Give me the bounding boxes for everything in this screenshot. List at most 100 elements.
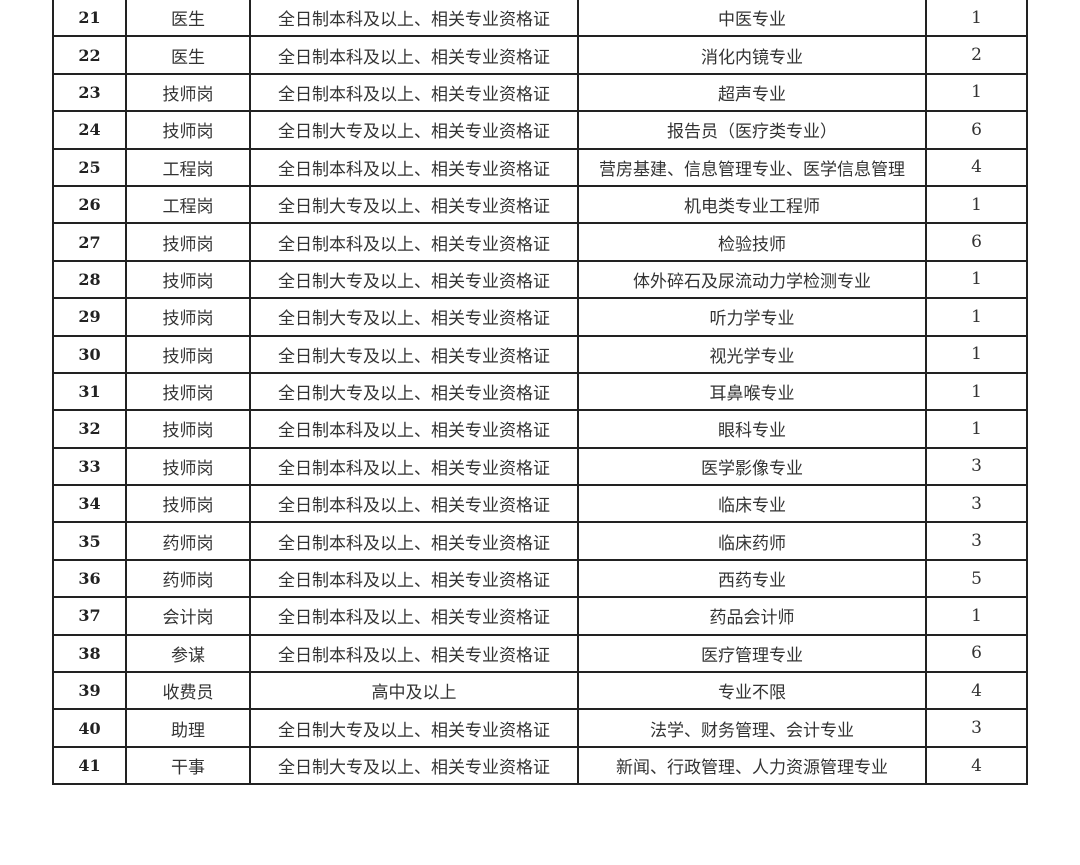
education-cell: 全日制本科及以上、相关专业资格证 (249, 409, 579, 449)
headcount-cell: 1 (925, 259, 1028, 300)
table-body: 21 医生 全日制本科及以上、相关专业资格证 中医专业 1 22 医生 全日制本科及以上、相关… (52, 0, 1028, 786)
position-cell: 技师岗 (125, 409, 251, 449)
headcount-cell: 6 (925, 633, 1028, 674)
table-row: 26 工程岗 全日制大专及以上、相关专业资格证 机电类专业工程师 1 (52, 184, 1028, 225)
position-cell: 医生 (125, 35, 251, 75)
row-number: 29 (52, 297, 127, 337)
headcount-cell: 6 (925, 222, 1028, 262)
education-cell: 全日制本科及以上、相关专业资格证 (249, 596, 579, 636)
headcount-cell: 3 (925, 484, 1028, 524)
major-cell: 耳鼻喉专业 (577, 371, 927, 412)
major-cell: 视光学专业 (577, 334, 927, 374)
position-cell: 工程岗 (125, 147, 251, 187)
education-cell: 全日制大专及以上、相关专业资格证 (249, 259, 579, 300)
table-row: 35 药师岗 全日制本科及以上、相关专业资格证 临床药师 3 (52, 521, 1028, 561)
position-cell: 药师岗 (125, 558, 251, 599)
major-cell: 听力学专业 (577, 297, 927, 337)
headcount-cell: 1 (925, 409, 1028, 449)
major-cell: 医学影像专业 (577, 446, 927, 487)
row-number: 27 (52, 222, 127, 262)
education-cell: 全日制大专及以上、相关专业资格证 (249, 334, 579, 374)
position-cell: 技师岗 (125, 110, 251, 150)
education-cell: 全日制大专及以上、相关专业资格证 (249, 297, 579, 337)
major-cell: 报告员（医疗类专业） (577, 110, 927, 150)
position-cell: 技师岗 (125, 334, 251, 374)
table-row: 39 收费员 高中及以上 专业不限 4 (52, 671, 1028, 711)
education-cell: 全日制大专及以上、相关专业资格证 (249, 371, 579, 412)
major-cell: 体外碎石及尿流动力学检测专业 (577, 259, 927, 300)
row-number: 25 (52, 147, 127, 187)
education-cell: 全日制大专及以上、相关专业资格证 (249, 708, 579, 748)
table-row: 34 技师岗 全日制本科及以上、相关专业资格证 临床专业 3 (52, 484, 1028, 524)
headcount-cell: 1 (925, 297, 1028, 337)
row-number: 38 (52, 633, 127, 674)
education-cell: 全日制本科及以上、相关专业资格证 (249, 0, 579, 38)
education-cell: 全日制本科及以上、相关专业资格证 (249, 484, 579, 524)
education-cell: 全日制本科及以上、相关专业资格证 (249, 633, 579, 674)
row-number: 33 (52, 446, 127, 487)
table-row: 23 技师岗 全日制本科及以上、相关专业资格证 超声专业 1 (52, 72, 1028, 113)
headcount-cell: 1 (925, 0, 1028, 38)
table-row: 36 药师岗 全日制本科及以上、相关专业资格证 西药专业 5 (52, 558, 1028, 599)
major-cell: 机电类专业工程师 (577, 184, 927, 225)
education-cell: 全日制本科及以上、相关专业资格证 (249, 72, 579, 113)
table-row: 25 工程岗 全日制本科及以上、相关专业资格证 营房基建、信息管理专业、医学信息管理 4 (52, 147, 1028, 187)
table-row: 40 助理 全日制大专及以上、相关专业资格证 法学、财务管理、会计专业 3 (52, 708, 1028, 748)
headcount-cell: 6 (925, 110, 1028, 150)
table-row: 24 技师岗 全日制大专及以上、相关专业资格证 报告员（医疗类专业） 6 (52, 110, 1028, 150)
major-cell: 中医专业 (577, 0, 927, 38)
major-cell: 检验技师 (577, 222, 927, 262)
position-cell: 参谋 (125, 633, 251, 674)
major-cell: 临床专业 (577, 484, 927, 524)
position-cell: 技师岗 (125, 259, 251, 300)
headcount-cell: 1 (925, 334, 1028, 374)
major-cell: 西药专业 (577, 558, 927, 599)
table-row: 37 会计岗 全日制本科及以上、相关专业资格证 药品会计师 1 (52, 596, 1028, 636)
headcount-cell: 1 (925, 371, 1028, 412)
row-number: 35 (52, 521, 127, 561)
major-cell: 法学、财务管理、会计专业 (577, 708, 927, 748)
row-number: 31 (52, 371, 127, 412)
table-row: 30 技师岗 全日制大专及以上、相关专业资格证 视光学专业 1 (52, 334, 1028, 374)
table-row: 29 技师岗 全日制大专及以上、相关专业资格证 听力学专业 1 (52, 297, 1028, 337)
headcount-cell: 3 (925, 521, 1028, 561)
table-row: 33 技师岗 全日制本科及以上、相关专业资格证 医学影像专业 3 (52, 446, 1028, 487)
row-number: 37 (52, 596, 127, 636)
headcount-cell: 3 (925, 708, 1028, 748)
education-cell: 高中及以上 (249, 671, 579, 711)
headcount-cell: 1 (925, 596, 1028, 636)
table-row: 21 医生 全日制本科及以上、相关专业资格证 中医专业 1 (52, 0, 1028, 38)
row-number: 24 (52, 110, 127, 150)
row-number: 34 (52, 484, 127, 524)
major-cell: 医疗管理专业 (577, 633, 927, 674)
row-number: 23 (52, 72, 127, 113)
table-row: 38 参谋 全日制本科及以上、相关专业资格证 医疗管理专业 6 (52, 633, 1028, 674)
position-cell: 技师岗 (125, 222, 251, 262)
major-cell: 药品会计师 (577, 596, 927, 636)
table-row: 22 医生 全日制本科及以上、相关专业资格证 消化内镜专业 2 (52, 35, 1028, 75)
education-cell: 全日制本科及以上、相关专业资格证 (249, 558, 579, 599)
education-cell: 全日制大专及以上、相关专业资格证 (249, 184, 579, 225)
education-cell: 全日制大专及以上、相关专业资格证 (249, 745, 579, 786)
position-cell: 助理 (125, 708, 251, 748)
headcount-cell: 1 (925, 72, 1028, 113)
major-cell: 临床药师 (577, 521, 927, 561)
table-row: 31 技师岗 全日制大专及以上、相关专业资格证 耳鼻喉专业 1 (52, 371, 1028, 412)
table-row: 28 技师岗 全日制大专及以上、相关专业资格证 体外碎石及尿流动力学检测专业 1 (52, 259, 1028, 300)
position-cell: 会计岗 (125, 596, 251, 636)
education-cell: 全日制大专及以上、相关专业资格证 (249, 110, 579, 150)
recruitment-table: 21 医生 全日制本科及以上、相关专业资格证 中医专业 1 22 医生 全日制本科及以上、相关… (52, 0, 1028, 786)
education-cell: 全日制本科及以上、相关专业资格证 (249, 446, 579, 487)
position-cell: 医生 (125, 0, 251, 38)
position-cell: 技师岗 (125, 297, 251, 337)
major-cell: 新闻、行政管理、人力资源管理专业 (577, 745, 927, 786)
education-cell: 全日制本科及以上、相关专业资格证 (249, 521, 579, 561)
headcount-cell: 4 (925, 147, 1028, 187)
row-number: 22 (52, 35, 127, 75)
headcount-cell: 3 (925, 446, 1028, 487)
position-cell: 技师岗 (125, 371, 251, 412)
row-number: 32 (52, 409, 127, 449)
headcount-cell: 4 (925, 745, 1028, 786)
table-row: 32 技师岗 全日制本科及以上、相关专业资格证 眼科专业 1 (52, 409, 1028, 449)
headcount-cell: 4 (925, 671, 1028, 711)
